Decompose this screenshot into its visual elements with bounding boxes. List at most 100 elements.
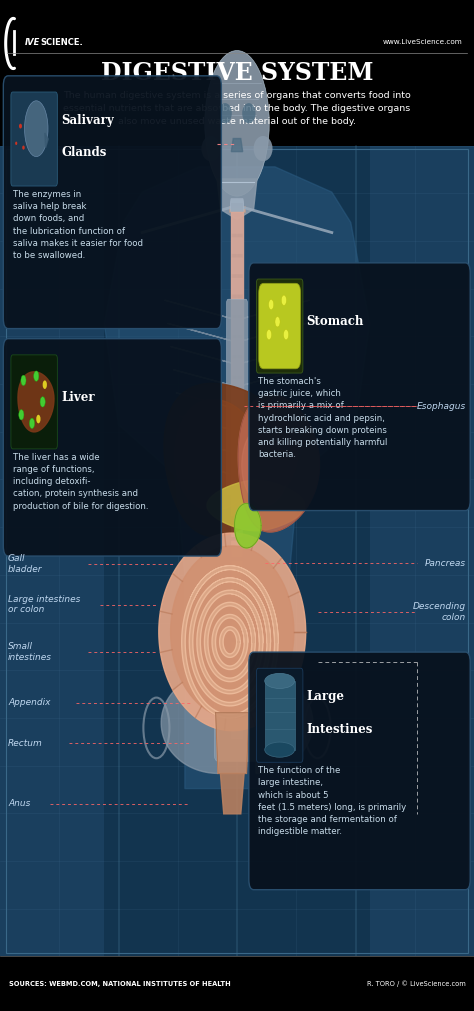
FancyBboxPatch shape <box>231 318 243 335</box>
FancyBboxPatch shape <box>231 622 243 638</box>
FancyBboxPatch shape <box>231 199 243 209</box>
Ellipse shape <box>219 103 232 123</box>
FancyBboxPatch shape <box>231 682 243 699</box>
Text: www.LiveScience.com: www.LiveScience.com <box>383 39 462 45</box>
FancyBboxPatch shape <box>0 146 474 956</box>
Text: The enzymes in
saliva help break
down foods, and
the lubrication function of
sal: The enzymes in saliva help break down fo… <box>13 190 143 260</box>
Polygon shape <box>175 399 260 511</box>
Ellipse shape <box>205 51 269 196</box>
Ellipse shape <box>22 146 25 150</box>
FancyBboxPatch shape <box>214 679 260 761</box>
Text: Small
intestines: Small intestines <box>8 642 52 662</box>
Text: Appendix: Appendix <box>8 699 51 707</box>
Ellipse shape <box>283 330 289 340</box>
FancyBboxPatch shape <box>259 283 301 369</box>
FancyBboxPatch shape <box>3 339 221 556</box>
Ellipse shape <box>201 135 220 162</box>
FancyBboxPatch shape <box>231 298 243 314</box>
Text: Pancreas: Pancreas <box>425 559 466 567</box>
FancyBboxPatch shape <box>231 703 243 719</box>
FancyBboxPatch shape <box>264 681 294 750</box>
Ellipse shape <box>29 419 35 429</box>
Text: Descending
colon: Descending colon <box>413 602 466 622</box>
Text: DIGESTIVE SYSTEM: DIGESTIVE SYSTEM <box>101 61 373 85</box>
Polygon shape <box>207 480 305 531</box>
FancyBboxPatch shape <box>231 460 243 476</box>
Ellipse shape <box>19 123 22 128</box>
Text: The liver has a wide
range of functions,
including detoxifi-
cation, protein syn: The liver has a wide range of functions,… <box>13 453 148 511</box>
Polygon shape <box>45 133 48 148</box>
FancyBboxPatch shape <box>231 602 243 618</box>
Text: Esophagus: Esophagus <box>417 402 466 410</box>
Polygon shape <box>171 546 294 718</box>
Ellipse shape <box>19 409 24 420</box>
FancyBboxPatch shape <box>231 521 243 537</box>
FancyBboxPatch shape <box>0 956 474 1011</box>
FancyBboxPatch shape <box>256 279 303 373</box>
Polygon shape <box>161 672 218 773</box>
FancyBboxPatch shape <box>249 263 470 511</box>
FancyBboxPatch shape <box>231 217 243 234</box>
FancyBboxPatch shape <box>231 359 243 375</box>
Ellipse shape <box>36 415 40 424</box>
Ellipse shape <box>275 316 280 327</box>
Polygon shape <box>220 773 244 814</box>
Text: SOURCES: WEBMD.COM, NATIONAL INSTITUTES OF HEALTH: SOURCES: WEBMD.COM, NATIONAL INSTITUTES … <box>9 981 230 987</box>
FancyBboxPatch shape <box>104 146 370 956</box>
FancyBboxPatch shape <box>11 92 57 186</box>
Polygon shape <box>231 212 243 425</box>
Text: The function of the
large intestine,
which is about 5
feet (1.5 meters) long, is: The function of the large intestine, whi… <box>258 766 407 836</box>
Text: IVE: IVE <box>25 38 40 47</box>
Text: Gall
bladder: Gall bladder <box>8 554 43 574</box>
Polygon shape <box>18 372 54 432</box>
FancyBboxPatch shape <box>231 425 243 516</box>
Text: SCIENCE.: SCIENCE. <box>40 38 83 47</box>
Text: The human digestive system is a series of organs that converts food into
essenti: The human digestive system is a series o… <box>63 91 411 125</box>
Text: Large intestines
or colon: Large intestines or colon <box>8 594 81 615</box>
Text: Salivary: Salivary <box>61 113 114 126</box>
Polygon shape <box>256 672 313 773</box>
FancyBboxPatch shape <box>231 202 243 212</box>
FancyBboxPatch shape <box>231 420 243 436</box>
Ellipse shape <box>34 371 39 381</box>
FancyBboxPatch shape <box>231 339 243 355</box>
FancyBboxPatch shape <box>0 0 474 146</box>
FancyBboxPatch shape <box>231 278 243 294</box>
FancyBboxPatch shape <box>231 201 243 211</box>
Ellipse shape <box>254 135 273 162</box>
FancyBboxPatch shape <box>231 480 243 496</box>
FancyBboxPatch shape <box>231 723 243 739</box>
FancyBboxPatch shape <box>231 581 243 598</box>
Ellipse shape <box>40 396 45 407</box>
Ellipse shape <box>264 673 294 688</box>
Ellipse shape <box>266 330 272 340</box>
FancyBboxPatch shape <box>228 206 246 212</box>
FancyBboxPatch shape <box>231 662 243 678</box>
FancyBboxPatch shape <box>231 379 243 395</box>
FancyBboxPatch shape <box>3 76 221 329</box>
Ellipse shape <box>264 742 294 757</box>
FancyBboxPatch shape <box>231 399 243 416</box>
FancyBboxPatch shape <box>231 500 243 517</box>
FancyBboxPatch shape <box>11 355 57 449</box>
Polygon shape <box>235 503 261 548</box>
FancyBboxPatch shape <box>231 541 243 557</box>
FancyBboxPatch shape <box>231 238 243 254</box>
Polygon shape <box>231 139 243 152</box>
Polygon shape <box>217 179 257 219</box>
Ellipse shape <box>269 299 273 309</box>
Text: Stomach: Stomach <box>307 315 364 329</box>
Ellipse shape <box>25 101 48 157</box>
FancyBboxPatch shape <box>231 258 243 274</box>
Ellipse shape <box>43 380 47 389</box>
FancyBboxPatch shape <box>256 668 303 762</box>
Polygon shape <box>216 713 249 773</box>
Polygon shape <box>164 383 298 537</box>
Polygon shape <box>104 167 370 789</box>
Text: Anus: Anus <box>8 800 30 808</box>
FancyBboxPatch shape <box>231 440 243 456</box>
FancyBboxPatch shape <box>231 642 243 658</box>
FancyBboxPatch shape <box>227 299 247 494</box>
FancyBboxPatch shape <box>231 200 243 210</box>
Text: Rectum: Rectum <box>8 739 43 747</box>
